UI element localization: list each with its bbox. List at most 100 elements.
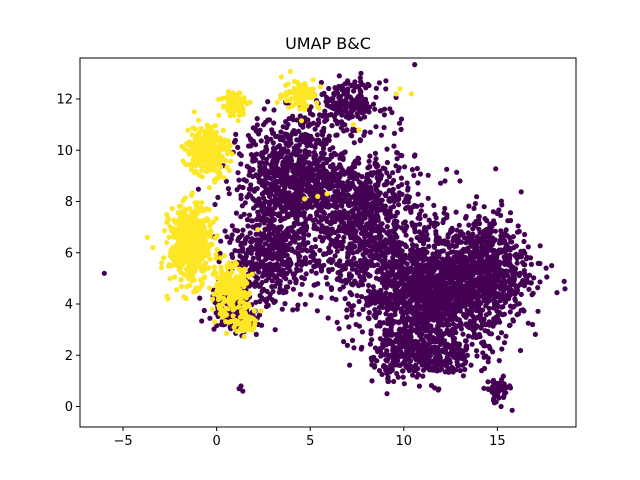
scatter-point bbox=[351, 207, 357, 213]
scatter-point bbox=[345, 210, 351, 216]
scatter-point bbox=[409, 338, 415, 344]
scatter-point bbox=[270, 256, 276, 262]
scatter-point bbox=[291, 128, 297, 134]
scatter-point bbox=[331, 183, 337, 189]
scatter-point bbox=[384, 159, 390, 166]
scatter-point bbox=[487, 224, 493, 230]
scatter-point bbox=[340, 121, 346, 127]
scatter-point bbox=[535, 260, 541, 266]
scatter-point bbox=[425, 172, 431, 178]
scatter-point bbox=[290, 168, 296, 174]
scatter-point bbox=[361, 225, 367, 231]
scatter-point bbox=[495, 277, 501, 283]
scatter-point bbox=[268, 198, 275, 204]
scatter-point bbox=[487, 345, 493, 352]
scatter-point bbox=[342, 149, 348, 155]
scatter-point bbox=[250, 255, 256, 261]
scatter-point bbox=[299, 247, 305, 253]
scatter-point bbox=[363, 196, 369, 202]
scatter-point bbox=[482, 343, 488, 349]
scatter-point bbox=[304, 201, 310, 207]
scatter-point bbox=[490, 209, 496, 215]
scatter-point bbox=[341, 339, 347, 345]
scatter-point bbox=[312, 236, 318, 243]
scatter-point bbox=[526, 286, 532, 292]
scatter-point bbox=[232, 248, 238, 254]
scatter-point bbox=[347, 111, 353, 117]
scatter-point bbox=[394, 305, 400, 311]
scatter-point bbox=[248, 218, 254, 224]
scatter-point bbox=[407, 251, 413, 257]
scatter-point bbox=[360, 274, 367, 280]
scatter-point bbox=[363, 262, 369, 268]
scatter-point bbox=[435, 297, 441, 303]
scatter-point bbox=[312, 144, 318, 150]
scatter-point bbox=[509, 407, 515, 413]
scatter-point bbox=[358, 70, 364, 76]
scatter-point bbox=[490, 263, 497, 269]
scatter-point bbox=[522, 270, 528, 277]
scatter-point bbox=[257, 282, 263, 288]
scatter-point bbox=[271, 224, 277, 230]
scatter-point bbox=[403, 206, 409, 212]
scatter-point bbox=[403, 244, 409, 250]
scatter-point bbox=[351, 235, 357, 241]
scatter-point bbox=[347, 290, 353, 296]
scatter-point bbox=[417, 221, 423, 227]
scatter-point bbox=[362, 268, 368, 274]
scatter-point bbox=[309, 268, 315, 274]
scatter-point bbox=[398, 273, 404, 279]
scatter-point bbox=[270, 146, 277, 152]
scatter-point bbox=[376, 368, 383, 374]
scatter-point bbox=[409, 275, 415, 281]
scatter-point bbox=[370, 252, 376, 259]
scatter-point bbox=[373, 299, 379, 305]
scatter-point bbox=[347, 241, 353, 247]
scatter-point bbox=[451, 281, 457, 287]
scatter-point bbox=[498, 228, 504, 234]
scatter-point bbox=[296, 197, 302, 204]
scatter-point bbox=[285, 226, 291, 232]
scatter-point bbox=[224, 234, 230, 240]
scatter-point bbox=[356, 263, 362, 269]
scatter-point bbox=[348, 281, 355, 287]
scatter-point bbox=[264, 168, 270, 174]
scatter-point bbox=[402, 164, 408, 170]
scatter-point bbox=[330, 241, 336, 247]
scatter-point bbox=[374, 244, 380, 250]
scatter-point bbox=[262, 199, 268, 206]
scatter-point bbox=[218, 238, 224, 244]
scatter-point bbox=[488, 292, 494, 299]
scatter-point bbox=[530, 321, 536, 328]
scatter-point bbox=[417, 298, 423, 304]
scatter-point bbox=[396, 120, 403, 126]
scatter-point bbox=[373, 186, 379, 192]
scatter-point bbox=[401, 381, 407, 387]
scatter-point bbox=[518, 291, 524, 297]
scatter-point bbox=[471, 289, 477, 295]
scatter-point bbox=[319, 204, 325, 210]
scatter-point bbox=[391, 378, 397, 385]
scatter-point bbox=[422, 213, 428, 219]
scatter-point bbox=[365, 187, 372, 193]
scatter-point bbox=[391, 130, 398, 136]
scatter-point bbox=[537, 243, 543, 249]
scatter-point bbox=[500, 295, 506, 301]
scatter-point bbox=[336, 263, 342, 269]
scatter-point bbox=[314, 132, 320, 138]
scatter-point bbox=[414, 302, 420, 308]
scatter-point bbox=[383, 78, 389, 84]
scatter-point bbox=[434, 221, 440, 227]
scatter-point bbox=[308, 111, 314, 117]
scatter-point bbox=[285, 284, 291, 290]
scatter-point bbox=[440, 219, 446, 226]
scatter-point bbox=[379, 304, 386, 310]
scatter-point bbox=[377, 172, 383, 178]
scatter-point bbox=[384, 230, 390, 236]
scatter-point bbox=[454, 227, 460, 233]
scatter-point bbox=[300, 158, 306, 164]
scatter-point bbox=[456, 222, 462, 228]
scatter-point bbox=[246, 143, 252, 149]
scatter-point bbox=[408, 237, 414, 243]
scatter-point bbox=[405, 316, 411, 322]
